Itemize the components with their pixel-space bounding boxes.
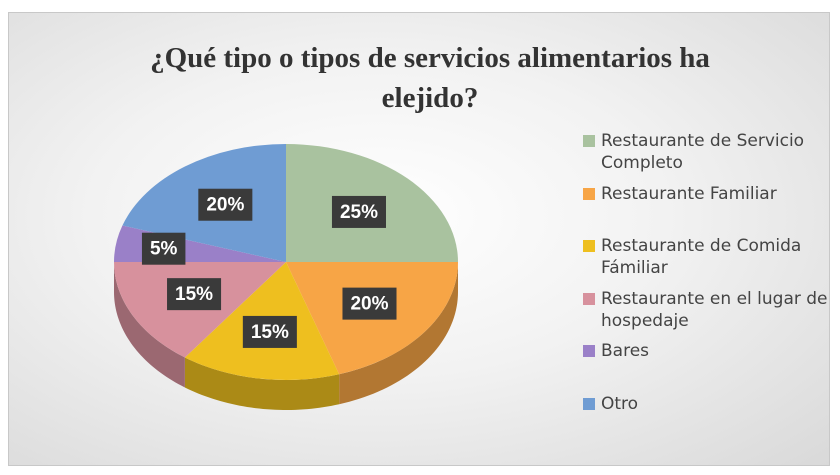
data-label: 5%: [141, 232, 186, 265]
legend-item: Restaurante de Servicio Completo: [583, 130, 833, 183]
data-label-box: [167, 278, 222, 311]
data-label-text: 5%: [150, 239, 178, 260]
data-label: 20%: [198, 188, 253, 221]
legend-item: Restaurante en el lugar de hospedaje: [583, 288, 833, 341]
legend-label: Restaurante de Servicio Completo: [601, 131, 805, 173]
legend-swatch: [583, 345, 595, 357]
data-label: 20%: [342, 287, 397, 320]
legend-item: Restaurante Familiar: [583, 183, 833, 236]
legend-label: Restaurante de Comida Fámiliar: [601, 236, 802, 278]
legend-label: Bares: [601, 341, 650, 361]
data-label-box: [242, 315, 297, 348]
legend-swatch: [583, 135, 595, 147]
data-label-box: [141, 232, 186, 265]
legend-swatch: [583, 187, 595, 200]
data-label: 25%: [331, 195, 386, 228]
legend-item: Restaurante de Comida Fámiliar: [583, 235, 833, 288]
data-label: 15%: [242, 315, 297, 348]
legend-label: Restaurante Familiar: [601, 183, 777, 204]
data-label-box: [198, 188, 253, 221]
legend: Restaurante de Servicio Completo Restaura…: [583, 130, 833, 445]
data-label-text: 20%: [350, 294, 388, 315]
pie-side: [339, 262, 458, 405]
data-label-text: 15%: [251, 322, 289, 343]
pie-side: [184, 357, 340, 410]
legend-swatch: [583, 397, 595, 410]
data-label-text: 25%: [340, 202, 378, 223]
legend-swatch: [583, 292, 595, 305]
data-label-text: 20%: [206, 195, 244, 216]
legend-swatch: [583, 240, 595, 252]
legend-item: Bares: [583, 340, 833, 393]
pie-side: [114, 262, 185, 388]
data-label-box: [331, 195, 386, 228]
data-label: 15%: [167, 278, 222, 311]
legend-item: Otro: [583, 393, 833, 446]
chart-title: ¿Qué tipo o tipos de servicios alimentar…: [150, 42, 710, 114]
legend-label: Otro: [601, 393, 639, 414]
data-label-box: [342, 287, 397, 320]
data-label-text: 15%: [175, 284, 213, 305]
legend-label: Restaurante en el lugar de hospedaje: [601, 288, 828, 331]
